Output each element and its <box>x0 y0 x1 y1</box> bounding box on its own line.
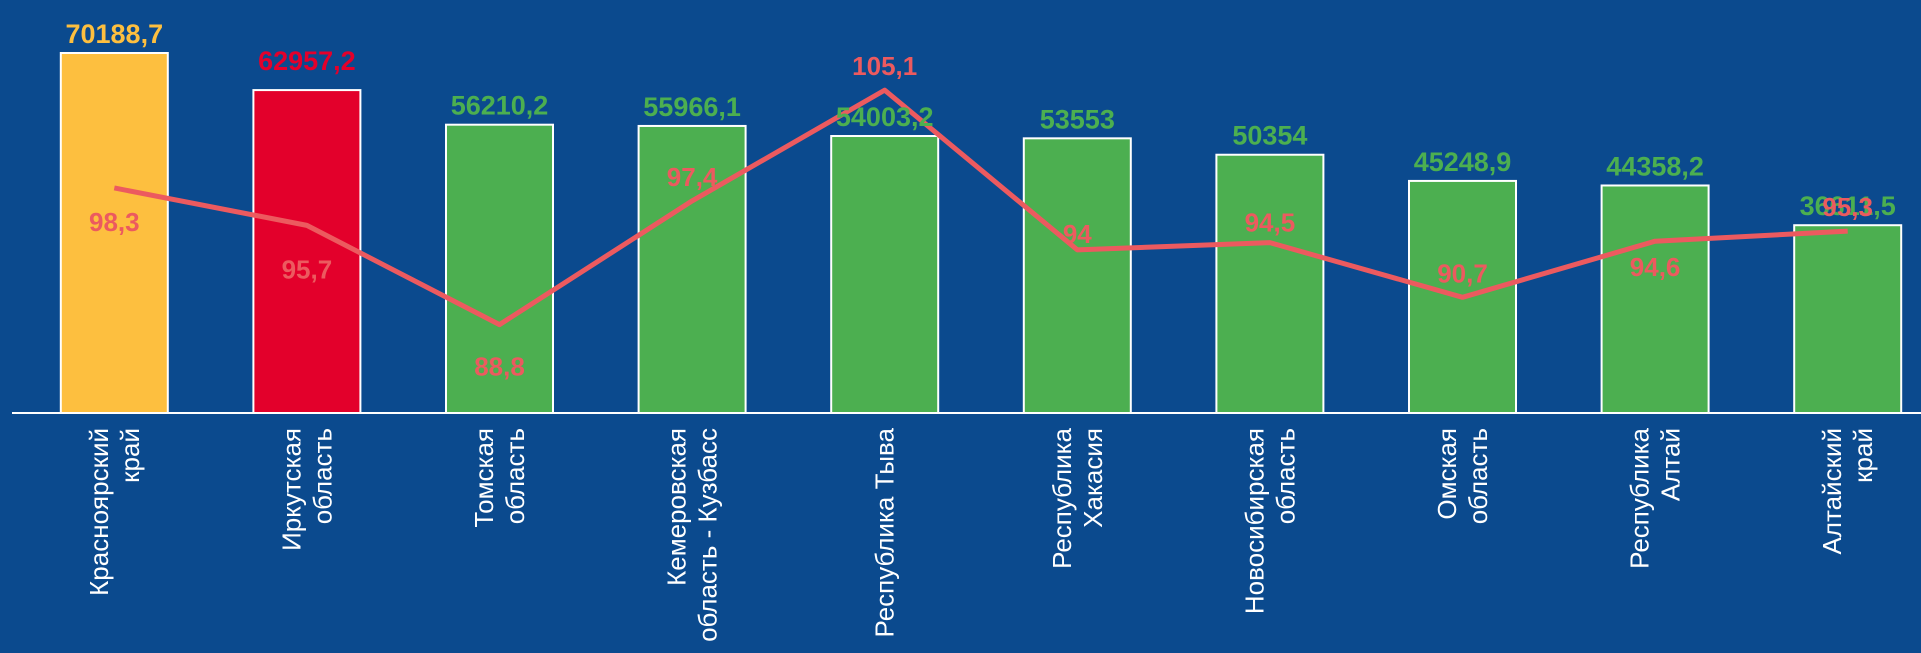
line-series <box>113 87 1848 328</box>
bar-value-label: 70188,7 <box>65 19 163 49</box>
line-value-label: 94,5 <box>1245 208 1296 238</box>
svg-text:Новосибирскаяобласть: Новосибирскаяобласть <box>1239 428 1300 614</box>
svg-text:Красноярскийкрай: Красноярскийкрай <box>84 428 145 596</box>
line-value-label: 97,4 <box>667 162 718 192</box>
category-labels: Красноярскийкрай Иркутскаяобласть Томскаяо… <box>84 427 1878 641</box>
bar <box>637 124 747 414</box>
bar-value-label: 53553 <box>1040 104 1115 134</box>
category-label: Кемеровскаяобласть - Кузбасс <box>662 428 723 642</box>
bar <box>1600 184 1710 414</box>
line-value-label: 94 <box>1063 219 1092 249</box>
line-value-label: 98,3 <box>89 207 140 237</box>
bar-value-label: 55966,1 <box>643 92 741 122</box>
category-label: Томскаяобласть <box>469 428 530 528</box>
line-value-labels: 98,3 95,7 88,8 97,4 105,1 94 94,5 90,7 94,6 95,3 <box>89 51 1873 381</box>
bar-value-labels: 70188,7 62957,2 56210,2 55966,1 54003,2 53553… <box>65 19 1895 221</box>
svg-text:Иркутскаяобласть: Иркутскаяобласть <box>276 428 337 551</box>
line-value-label: 94,6 <box>1630 252 1681 282</box>
bar-value-label: 44358,2 <box>1606 151 1704 181</box>
line-value-label: 88,8 <box>474 352 525 382</box>
svg-text:РеспубликаАлтай: РеспубликаАлтай <box>1625 427 1686 568</box>
category-label: Иркутскаяобласть <box>276 428 337 551</box>
bar-value-label: 36611,5 <box>1800 191 1896 221</box>
bar <box>59 52 169 414</box>
bar <box>1793 224 1903 414</box>
svg-text:Алтайскийкрай: Алтайскийкрай <box>1817 428 1878 555</box>
bar <box>1022 137 1132 414</box>
svg-text:Республика Тыва: Республика Тыва <box>870 427 900 637</box>
category-label: Новосибирскаяобласть <box>1239 428 1300 614</box>
line-value-label: 90,7 <box>1437 258 1488 288</box>
line-value-label: 105,1 <box>852 51 917 81</box>
bar <box>252 89 362 415</box>
svg-text:Омскаяобласть: Омскаяобласть <box>1432 428 1493 524</box>
bar-value-label: 50354 <box>1232 121 1307 151</box>
bar-value-label: 45248,9 <box>1414 147 1512 177</box>
svg-text:Кемеровскаяобласть - Кузбасс: Кемеровскаяобласть - Кузбасс <box>662 428 723 642</box>
category-label: Омскаяобласть <box>1432 428 1493 524</box>
bar <box>445 123 554 414</box>
bar-series <box>59 52 1903 415</box>
bar <box>830 135 940 414</box>
svg-text:РеспубликаХакасия: РеспубликаХакасия <box>1047 427 1108 568</box>
line-value-label: 95,3 <box>1822 192 1873 222</box>
bar-value-label: 56210,2 <box>451 91 549 121</box>
bar-value-label: 62957,2 <box>258 46 356 76</box>
category-label: Алтайскийкрай <box>1817 428 1878 555</box>
bar <box>1215 153 1325 414</box>
category-label: Республика Тыва <box>870 427 900 637</box>
category-label: РеспубликаАлтай <box>1625 427 1686 568</box>
bar-value-label: 54003,2 <box>836 102 934 132</box>
line-value-label: 95,7 <box>282 254 333 284</box>
category-label: РеспубликаХакасия <box>1047 427 1108 568</box>
svg-text:Томскаяобласть: Томскаяобласть <box>469 428 530 528</box>
category-label: Красноярскийкрай <box>84 428 145 596</box>
